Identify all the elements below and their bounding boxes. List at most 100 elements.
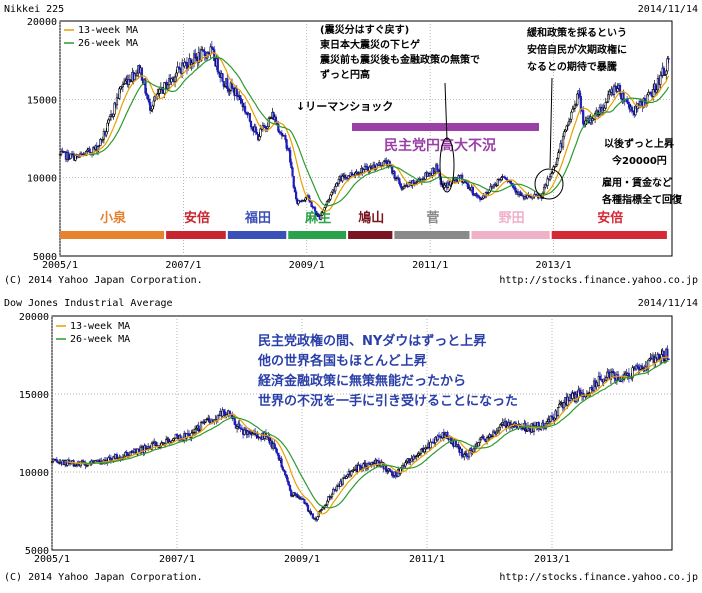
candle-body bbox=[522, 427, 525, 430]
x-tick-label: 2005/1 bbox=[34, 554, 70, 565]
candle-body bbox=[115, 454, 119, 459]
dow-annotation-line2: 他の世界各国もほとんど上昇 bbox=[257, 353, 427, 369]
candle-body bbox=[337, 178, 340, 184]
candle-body bbox=[526, 194, 529, 199]
candle-body bbox=[222, 81, 225, 87]
candle-body bbox=[235, 87, 238, 97]
policy-note-line3: なるとの期待で暴騰 bbox=[527, 60, 618, 73]
candle-body bbox=[285, 474, 288, 478]
candle-body bbox=[192, 53, 196, 64]
candle-body bbox=[288, 484, 292, 491]
candle-body bbox=[311, 513, 314, 519]
candle-body bbox=[273, 443, 276, 448]
candle-body bbox=[137, 448, 140, 450]
candle-body bbox=[648, 358, 651, 361]
candle-body bbox=[124, 452, 127, 457]
candle-body bbox=[443, 184, 446, 188]
dpj-era-purple-bar bbox=[352, 123, 539, 131]
candle-body bbox=[144, 79, 147, 94]
candle-body bbox=[173, 76, 177, 82]
dow-annotation-line3: 経済金融政策に無策無能だったから bbox=[258, 373, 466, 389]
candle-body bbox=[233, 416, 236, 425]
candle-body bbox=[221, 73, 224, 82]
candle-body bbox=[409, 460, 412, 463]
candle-body bbox=[98, 145, 101, 147]
x-tick-label: 2009/1 bbox=[284, 554, 320, 565]
candle-body bbox=[287, 148, 291, 151]
candle-body bbox=[136, 72, 139, 77]
candle-body bbox=[121, 84, 124, 88]
candle-body bbox=[255, 131, 259, 135]
candle-body bbox=[278, 130, 281, 133]
candle-body bbox=[140, 67, 143, 81]
candle-body bbox=[302, 498, 305, 500]
candle-body bbox=[281, 466, 284, 470]
candle-body bbox=[495, 431, 498, 435]
candle-body bbox=[309, 510, 312, 515]
x-tick-label: 2007/1 bbox=[159, 554, 195, 565]
candle-body bbox=[416, 455, 419, 457]
candle-body bbox=[490, 435, 494, 438]
candle-body bbox=[394, 471, 397, 477]
candle-body bbox=[436, 164, 439, 171]
dow-annotation-line1: 民主党政権の間、NYダウはずっと上昇 bbox=[258, 333, 486, 349]
candle-body bbox=[298, 496, 301, 500]
candle-body bbox=[471, 186, 474, 195]
candle-body bbox=[546, 178, 549, 186]
candle-body bbox=[573, 104, 577, 109]
era-bar bbox=[227, 231, 287, 239]
candle-body bbox=[467, 183, 470, 190]
candle-body bbox=[385, 159, 388, 164]
candle-body bbox=[158, 88, 161, 94]
candle-body bbox=[297, 200, 300, 204]
policy-pointer-line bbox=[549, 77, 553, 169]
dow-copyright: (C) 2014 Yahoo Japan Corporation. bbox=[4, 572, 203, 583]
x-tick-label: 2013/1 bbox=[535, 260, 571, 271]
candle-body bbox=[101, 138, 104, 141]
candle-body bbox=[144, 445, 147, 450]
candle-body bbox=[562, 402, 566, 409]
candle-body bbox=[176, 66, 179, 74]
candle-body bbox=[537, 422, 540, 430]
nikkei-copyright: (C) 2014 Yahoo Japan Corporation. bbox=[4, 275, 203, 286]
candle-body bbox=[509, 180, 512, 184]
candle-body bbox=[181, 62, 184, 74]
y-tick-label: 15000 bbox=[19, 390, 49, 401]
candle-body bbox=[362, 463, 365, 469]
candle-body bbox=[492, 431, 495, 437]
candle-body bbox=[400, 186, 403, 190]
candle-body bbox=[208, 418, 211, 423]
candle-body bbox=[146, 94, 149, 100]
era-label: 麻生 bbox=[304, 210, 331, 226]
candle-body bbox=[647, 92, 650, 96]
candle-body bbox=[549, 415, 552, 422]
candle-body bbox=[199, 422, 203, 431]
candle-body bbox=[128, 79, 132, 82]
candle-body bbox=[262, 125, 266, 127]
candle-body bbox=[626, 99, 629, 103]
nikkei-era-bars: 小泉 安倍 福田 麻生 鳩山 菅 野田 安倍 bbox=[60, 210, 667, 239]
candle-body bbox=[187, 433, 191, 437]
candle-body bbox=[166, 84, 170, 90]
candle-body bbox=[185, 61, 189, 70]
candle-body bbox=[662, 350, 665, 362]
nikkei-chart: Nikkei 225 2014/11/14 小泉 安倍 福田 麻生 鳩山 菅 野田 安倍 20… bbox=[4, 4, 698, 286]
candle-body bbox=[617, 374, 620, 381]
dow-plot-frame bbox=[51, 315, 673, 551]
candle-body bbox=[551, 172, 554, 174]
x-tick-label: 2007/1 bbox=[165, 260, 201, 271]
candle-body bbox=[58, 153, 62, 156]
dow-annotation: 民主党政権の間、NYダウはずっと上昇 他の世界各国もほとんど上昇 経済金融政策に… bbox=[257, 333, 518, 409]
candle-body bbox=[222, 409, 225, 413]
right-note-line2: 今20000円 bbox=[611, 154, 667, 167]
candle-body bbox=[392, 475, 395, 477]
nikkei-ma26-line bbox=[89, 56, 670, 207]
candle-body bbox=[368, 166, 371, 173]
candle-body bbox=[483, 438, 486, 441]
candle-body bbox=[652, 89, 655, 97]
candle-body bbox=[556, 407, 560, 416]
candle-body bbox=[354, 172, 357, 176]
candle-body bbox=[546, 421, 549, 424]
candle-body bbox=[175, 433, 179, 436]
